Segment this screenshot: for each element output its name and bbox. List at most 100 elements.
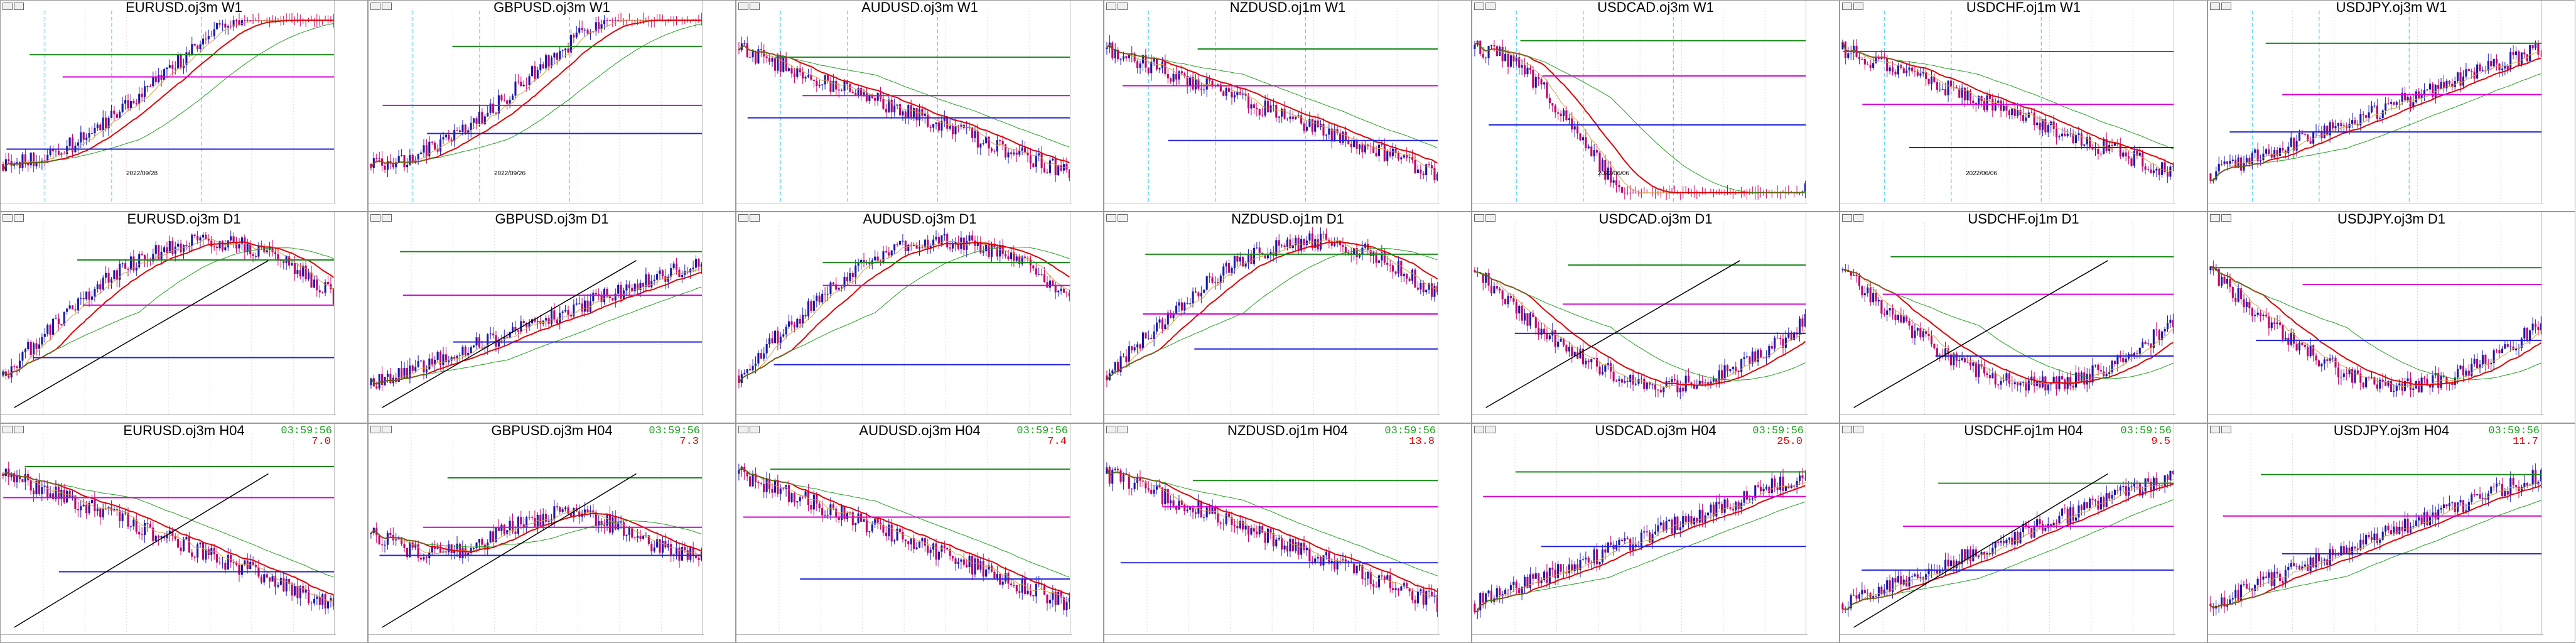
time-axis[interactable]: [736, 634, 1072, 642]
price-axis[interactable]: [1438, 424, 1471, 642]
time-axis[interactable]: [1472, 203, 1808, 211]
time-axis[interactable]: [1840, 414, 2175, 423]
price-axis[interactable]: [1070, 424, 1103, 642]
toolbar-button[interactable]: [3, 214, 13, 222]
chart-panel[interactable]: USDCAD.oj3m W1 2022/06/06: [1472, 0, 1840, 212]
toolbar-button[interactable]: [750, 3, 760, 10]
chart-panel[interactable]: NZDUSD.oj1m H04 03:59:56 13.8: [1104, 423, 1472, 643]
price-axis[interactable]: [334, 212, 367, 423]
candlestick-chart[interactable]: [736, 212, 1104, 423]
price-axis[interactable]: [2541, 212, 2575, 423]
candlestick-chart[interactable]: [1104, 424, 1472, 642]
toolbar-button[interactable]: [3, 3, 13, 10]
candlestick-chart[interactable]: [1, 424, 368, 642]
price-axis[interactable]: [702, 424, 735, 642]
time-axis[interactable]: [736, 203, 1072, 211]
toolbar-button[interactable]: [14, 3, 24, 10]
toolbar-button[interactable]: [738, 214, 748, 222]
price-axis[interactable]: [1070, 212, 1103, 423]
price-axis[interactable]: [702, 1, 735, 211]
time-axis[interactable]: [1840, 203, 2175, 211]
time-axis[interactable]: [369, 634, 704, 642]
toolbar-button[interactable]: [1474, 214, 1484, 222]
toolbar-button[interactable]: [738, 426, 748, 433]
candlestick-chart[interactable]: [369, 212, 736, 423]
price-axis[interactable]: [334, 424, 367, 642]
chart-panel[interactable]: GBPUSD.oj3m H04 03:59:56 7.3: [368, 423, 736, 643]
toolbar-button[interactable]: [1106, 3, 1116, 10]
candlestick-chart[interactable]: [1472, 424, 1840, 642]
toolbar-button[interactable]: [1853, 3, 1863, 10]
price-axis[interactable]: [702, 212, 735, 423]
chart-panel[interactable]: AUDUSD.oj3m W1: [736, 0, 1104, 212]
chart-panel[interactable]: EURUSD.oj3m H04 03:59:56 7.0: [0, 423, 368, 643]
chart-panel[interactable]: USDCHF.oj1m W1 2022/06/06: [1840, 0, 2207, 212]
toolbar-button[interactable]: [1118, 3, 1128, 10]
chart-panel[interactable]: USDCAD.oj3m H04 03:59:56 25.0: [1472, 423, 1840, 643]
time-axis[interactable]: [736, 414, 1072, 423]
time-axis[interactable]: [1104, 414, 1440, 423]
chart-panel[interactable]: EURUSD.oj3m W1 2022/09/28: [0, 0, 368, 212]
price-axis[interactable]: [1806, 1, 1839, 211]
price-axis[interactable]: [1438, 1, 1471, 211]
candlestick-chart[interactable]: [2208, 212, 2575, 423]
chart-panel[interactable]: GBPUSD.oj3m D1: [368, 212, 736, 423]
time-axis[interactable]: [369, 203, 704, 211]
toolbar-button[interactable]: [2210, 3, 2220, 10]
time-axis[interactable]: [369, 414, 704, 423]
chart-panel[interactable]: AUDUSD.oj3m H04 03:59:56 7.4: [736, 423, 1104, 643]
candlestick-chart[interactable]: [1840, 212, 2207, 423]
toolbar-button[interactable]: [738, 3, 748, 10]
toolbar-button[interactable]: [14, 426, 24, 433]
time-axis[interactable]: [1104, 203, 1440, 211]
time-axis[interactable]: [1472, 414, 1808, 423]
toolbar-button[interactable]: [1118, 426, 1128, 433]
price-axis[interactable]: [2541, 1, 2575, 211]
toolbar-button[interactable]: [1842, 214, 1852, 222]
toolbar-button[interactable]: [1474, 3, 1484, 10]
toolbar-button[interactable]: [1485, 3, 1495, 10]
chart-panel[interactable]: USDJPY.oj3m D1: [2207, 212, 2575, 423]
toolbar-button[interactable]: [1474, 426, 1484, 433]
toolbar-button[interactable]: [14, 214, 24, 222]
chart-panel[interactable]: EURUSD.oj3m D1: [0, 212, 368, 423]
time-axis[interactable]: [2208, 203, 2543, 211]
candlestick-chart[interactable]: [369, 1, 736, 211]
toolbar-button[interactable]: [382, 426, 392, 433]
toolbar-button[interactable]: [2221, 3, 2231, 10]
toolbar-button[interactable]: [750, 426, 760, 433]
chart-panel[interactable]: USDCHF.oj1m D1: [1840, 212, 2207, 423]
price-axis[interactable]: [2174, 212, 2207, 423]
time-axis[interactable]: [1, 414, 336, 423]
time-axis[interactable]: [1104, 634, 1440, 642]
time-axis[interactable]: [1, 203, 336, 211]
price-axis[interactable]: [1806, 212, 1839, 423]
candlestick-chart[interactable]: [2208, 1, 2575, 211]
chart-panel[interactable]: AUDUSD.oj3m D1: [736, 212, 1104, 423]
toolbar-button[interactable]: [1485, 426, 1495, 433]
chart-panel[interactable]: USDCAD.oj3m D1: [1472, 212, 1840, 423]
time-axis[interactable]: [2208, 414, 2543, 423]
toolbar-button[interactable]: [1853, 214, 1863, 222]
price-axis[interactable]: [2174, 1, 2207, 211]
candlestick-chart[interactable]: [1472, 1, 1840, 211]
candlestick-chart[interactable]: [736, 424, 1104, 642]
price-axis[interactable]: [334, 1, 367, 211]
time-axis[interactable]: [1, 634, 336, 642]
chart-panel[interactable]: USDJPY.oj3m W1: [2207, 0, 2575, 212]
toolbar-button[interactable]: [2210, 214, 2220, 222]
chart-panel[interactable]: GBPUSD.oj3m W1 2022/09/26: [368, 0, 736, 212]
toolbar-button[interactable]: [1118, 214, 1128, 222]
toolbar-button[interactable]: [750, 214, 760, 222]
toolbar-button[interactable]: [382, 214, 392, 222]
candlestick-chart[interactable]: [736, 1, 1104, 211]
candlestick-chart[interactable]: [1104, 212, 1472, 423]
candlestick-chart[interactable]: [1, 212, 368, 423]
toolbar-button[interactable]: [2221, 214, 2231, 222]
chart-panel[interactable]: NZDUSD.oj1m W1: [1104, 0, 1472, 212]
toolbar-button[interactable]: [1106, 214, 1116, 222]
price-axis[interactable]: [1806, 424, 1839, 642]
candlestick-chart[interactable]: [1104, 1, 1472, 211]
toolbar-button[interactable]: [1106, 426, 1116, 433]
candlestick-chart[interactable]: [1840, 1, 2207, 211]
